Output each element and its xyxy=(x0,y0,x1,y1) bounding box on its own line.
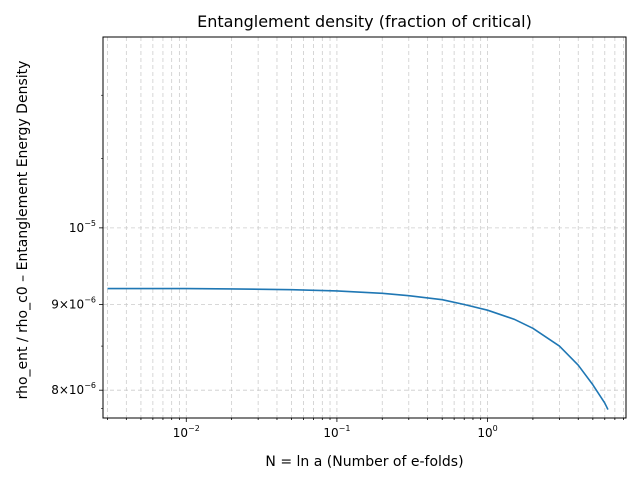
plot-area xyxy=(107,287,609,410)
x-tick-label: 100 xyxy=(477,424,497,440)
ticks: 10−2 10−1 100 10−5 9×10−6 8×10−6 xyxy=(51,94,624,440)
chart-title: Entanglement density (fraction of critic… xyxy=(197,12,532,31)
y-axis-label: rho_ent / rho_c0 – Entanglement Energy D… xyxy=(15,61,31,400)
grid xyxy=(103,37,626,418)
y-tick-label: 10−5 xyxy=(69,219,96,235)
y-tick-label: 9×10−6 xyxy=(51,296,96,312)
x-tick-label: 10−2 xyxy=(173,424,200,440)
x-tick-label: 10−1 xyxy=(323,424,350,440)
x-axis-label: N = ln a (Number of e-folds) xyxy=(265,454,463,470)
series-line xyxy=(107,287,609,410)
y-tick-label: 8×10−6 xyxy=(51,381,96,397)
